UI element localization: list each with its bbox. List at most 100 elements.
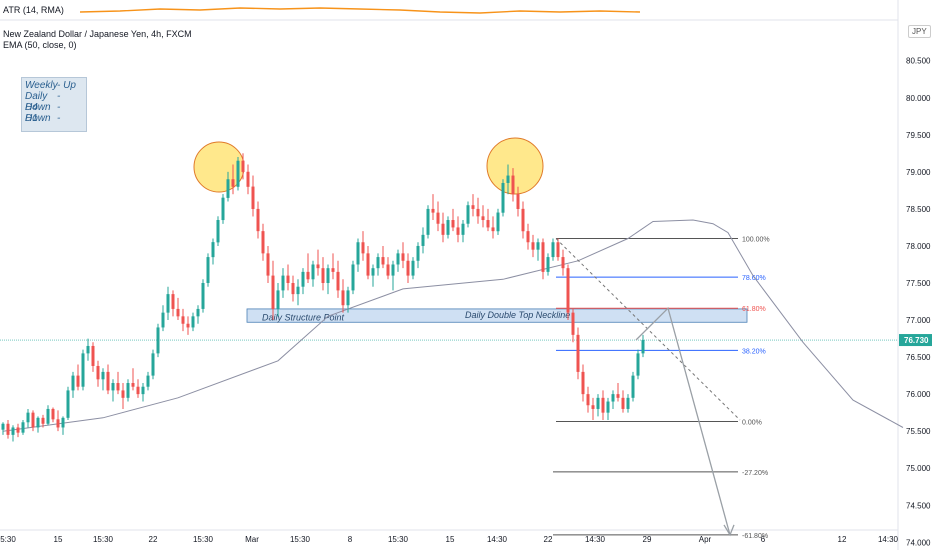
y-tick-label: 77.500 — [906, 279, 931, 288]
candle-body — [61, 417, 65, 428]
candle-body — [526, 231, 530, 243]
candle-body — [396, 253, 400, 265]
candle-body — [266, 253, 270, 276]
fib-level-label: 61.80% — [742, 306, 766, 313]
x-tick-label: 5:30 — [0, 535, 16, 544]
atr-line — [79, 7, 641, 14]
candle-body — [496, 212, 500, 232]
candle-body — [11, 427, 15, 435]
candle-body — [516, 194, 520, 209]
candle-body — [176, 308, 180, 317]
candle-body — [401, 253, 405, 261]
candle-body — [226, 179, 230, 198]
candle-body — [601, 397, 605, 413]
candle-body — [386, 264, 390, 276]
candle-body — [166, 294, 170, 313]
candle-body — [561, 257, 565, 269]
candle-body — [431, 208, 435, 213]
candle-body — [321, 268, 325, 283]
candle-body — [346, 290, 350, 306]
candle-body — [541, 242, 545, 272]
candle-body — [361, 242, 365, 254]
y-tick-label: 76.000 — [906, 390, 931, 399]
candle-body — [181, 316, 185, 324]
candle-body — [31, 412, 35, 428]
candle-body — [406, 260, 410, 276]
candle-body — [356, 242, 360, 265]
candle-body — [551, 242, 555, 258]
bias-row-weekly: Weekly- Up — [25, 80, 76, 91]
candle-body — [486, 220, 490, 228]
candle-body — [631, 375, 635, 398]
fib-level-label: -27.20% — [742, 470, 768, 477]
candle-body — [76, 375, 80, 387]
candle-body — [171, 294, 175, 309]
candle-body — [276, 290, 280, 309]
candle-body — [301, 271, 305, 287]
candle-body — [376, 257, 380, 269]
candle-body — [131, 383, 135, 387]
candle-body — [1, 423, 5, 430]
projection-arrowhead — [723, 524, 735, 537]
candle-body — [476, 208, 480, 217]
x-tick-label: Apr — [699, 535, 712, 544]
candle-body — [16, 427, 20, 433]
candle-body — [246, 171, 250, 187]
candle-body — [586, 394, 590, 406]
candle-body — [441, 223, 445, 235]
candle-body — [221, 197, 225, 221]
candle-body — [521, 208, 525, 232]
bias-row-daily: Daily - Down — [25, 91, 61, 113]
candle-body — [296, 286, 300, 295]
candle-body — [371, 268, 375, 276]
candle-body — [326, 268, 330, 283]
candle-body — [636, 353, 640, 376]
y-tick-label: 75.000 — [906, 464, 931, 473]
candle-body — [501, 182, 505, 213]
currency-label[interactable]: JPY — [908, 25, 931, 38]
x-tick-label: 14:30 — [585, 535, 606, 544]
candle-body — [641, 340, 645, 354]
y-tick-label: 79.500 — [906, 131, 931, 140]
x-tick-label: 12 — [838, 535, 847, 544]
candle-body — [121, 390, 125, 398]
candle-body — [101, 371, 105, 380]
candle-body — [531, 242, 535, 250]
candle-body — [91, 345, 95, 366]
y-tick-label: 78.500 — [906, 205, 931, 214]
candle-body — [366, 253, 370, 276]
candle-body — [511, 175, 515, 195]
candle-body — [611, 394, 615, 402]
candle-body — [626, 397, 630, 409]
price-axis-panel — [898, 0, 932, 550]
candle-body — [331, 268, 335, 272]
candle-body — [151, 353, 155, 376]
candle-body — [126, 383, 130, 398]
candle-body — [136, 386, 140, 395]
candle-body — [156, 327, 160, 354]
candle-body — [111, 383, 115, 391]
candle-body — [201, 283, 205, 309]
x-tick-label: Mar — [245, 535, 259, 544]
candle-body — [546, 257, 550, 272]
candle-body — [621, 397, 625, 409]
y-tick-label: 77.000 — [906, 316, 931, 325]
candle-body — [411, 260, 415, 276]
candle-body — [6, 423, 10, 435]
candle-body — [491, 227, 495, 232]
x-tick-label: 29 — [643, 535, 652, 544]
candle-body — [211, 242, 215, 258]
y-tick-label: 74.500 — [906, 501, 931, 510]
candle-body — [351, 264, 355, 291]
y-tick-label: 74.000 — [906, 538, 931, 547]
bias-row-h4: H4- Down — [25, 102, 61, 124]
bias-status-box: Weekly- Up Daily - Down H4- Down H1- — [21, 77, 87, 132]
y-tick-label: 80.000 — [906, 94, 931, 103]
candle-body — [436, 212, 440, 224]
candle-body — [451, 220, 455, 228]
y-tick-label: 76.500 — [906, 353, 931, 362]
candle-body — [471, 205, 475, 209]
candle-body — [571, 312, 575, 335]
candle-body — [606, 401, 610, 413]
